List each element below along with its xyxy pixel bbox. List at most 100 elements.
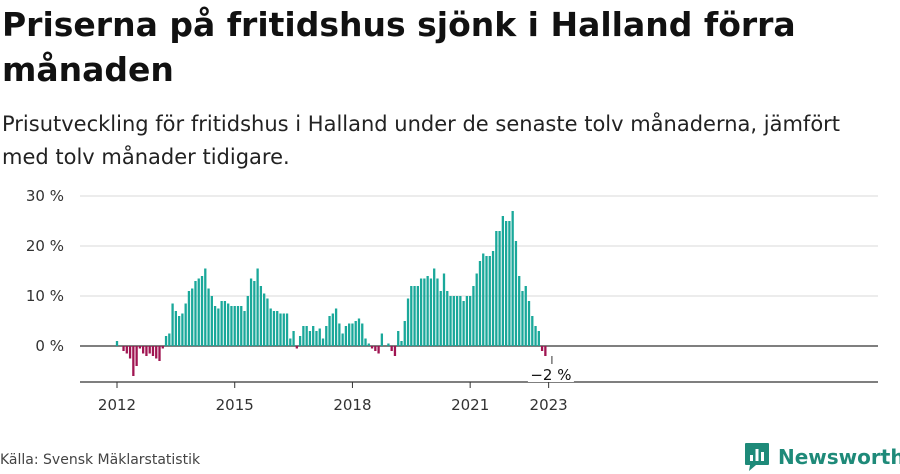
- bar: [469, 296, 472, 346]
- x-tick-label: 2021: [451, 396, 489, 414]
- bar: [282, 313, 285, 346]
- bar: [276, 311, 279, 346]
- bar: [132, 346, 135, 376]
- bar: [236, 306, 240, 346]
- bar: [312, 326, 315, 346]
- bar: [485, 256, 488, 346]
- bar: [184, 303, 187, 346]
- bar: [426, 276, 429, 346]
- bar: [230, 306, 233, 346]
- bar: [240, 306, 243, 346]
- bar: [459, 296, 462, 346]
- bar: [328, 316, 331, 346]
- bar: [498, 231, 501, 346]
- bar-layer: [115, 211, 547, 376]
- x-tick-label: 2012: [98, 396, 136, 414]
- bar: [177, 316, 181, 346]
- bar: [521, 291, 524, 346]
- bar: [253, 281, 256, 346]
- bar: [511, 211, 514, 346]
- bar: [155, 346, 158, 359]
- bar: [181, 313, 184, 346]
- bar: [433, 268, 436, 346]
- bar: [348, 323, 351, 346]
- bar: [308, 331, 312, 346]
- bar: [341, 333, 344, 346]
- bar: [334, 308, 338, 346]
- bar: [164, 336, 168, 346]
- bar: [305, 326, 308, 346]
- bar: [403, 321, 406, 346]
- bar: [429, 278, 433, 346]
- newsworthy-logo-icon: [745, 443, 769, 471]
- x-tick-label: 2023: [530, 396, 568, 414]
- bar: [531, 316, 534, 346]
- bar: [302, 326, 305, 346]
- bar: [125, 346, 128, 354]
- bar: [171, 303, 174, 346]
- bar: [142, 346, 145, 354]
- bar: [478, 261, 482, 346]
- bar: [266, 298, 269, 346]
- bar: [524, 286, 527, 346]
- bar: [122, 346, 125, 351]
- brand-logo[interactable]: Newsworthy: [744, 442, 900, 472]
- bar: [527, 301, 531, 346]
- bar: [449, 296, 452, 346]
- bar: [400, 341, 403, 346]
- bar: [318, 328, 321, 346]
- bar: [488, 256, 491, 346]
- annotation-background: [527, 364, 574, 382]
- bar: [446, 291, 449, 346]
- bar: [272, 311, 276, 346]
- bar: [501, 216, 505, 346]
- x-tick-label: 2015: [216, 396, 254, 414]
- bar: [289, 338, 292, 346]
- bar: [128, 346, 132, 359]
- bar: [148, 346, 151, 354]
- bar: [292, 331, 295, 346]
- bar: [462, 301, 465, 346]
- y-tick-label: 30 %: [26, 187, 64, 205]
- bar: [397, 331, 400, 346]
- bar: [194, 281, 197, 346]
- bar: [263, 293, 266, 346]
- bar: [174, 311, 178, 346]
- bar: [361, 323, 364, 346]
- bar: [207, 288, 210, 346]
- bar: [374, 346, 377, 351]
- bar: [364, 338, 367, 346]
- bar: [223, 301, 227, 346]
- bar: [191, 288, 194, 346]
- bar: [298, 336, 302, 346]
- y-tick-label: 10 %: [26, 287, 64, 305]
- bar: [472, 286, 475, 346]
- x-tick-label: 2018: [333, 396, 371, 414]
- bar: [315, 331, 318, 346]
- bar: [380, 333, 384, 346]
- bar: [197, 278, 200, 346]
- bar: [227, 303, 230, 346]
- bar: [210, 296, 213, 346]
- brand-name: Newsworthy: [778, 445, 900, 469]
- bar: [436, 278, 439, 346]
- bar: [246, 296, 249, 346]
- annotation-label: −2 %: [530, 366, 571, 384]
- bar: [508, 221, 511, 346]
- y-tick-label: 20 %: [26, 237, 64, 255]
- bar: [357, 318, 361, 346]
- bar: [269, 308, 272, 346]
- bar: [354, 321, 357, 346]
- bar: [387, 343, 390, 346]
- bar: [406, 298, 410, 346]
- bar: [200, 276, 204, 346]
- bar: [213, 306, 217, 346]
- bar: [452, 296, 455, 346]
- bar: [338, 323, 341, 346]
- bar: [187, 291, 191, 346]
- bar: [537, 331, 540, 346]
- bar: [410, 286, 413, 346]
- bar: [158, 346, 161, 361]
- chart-subtitle: Prisutveckling för fritidshus i Halland …: [2, 112, 841, 169]
- bar: [249, 278, 253, 346]
